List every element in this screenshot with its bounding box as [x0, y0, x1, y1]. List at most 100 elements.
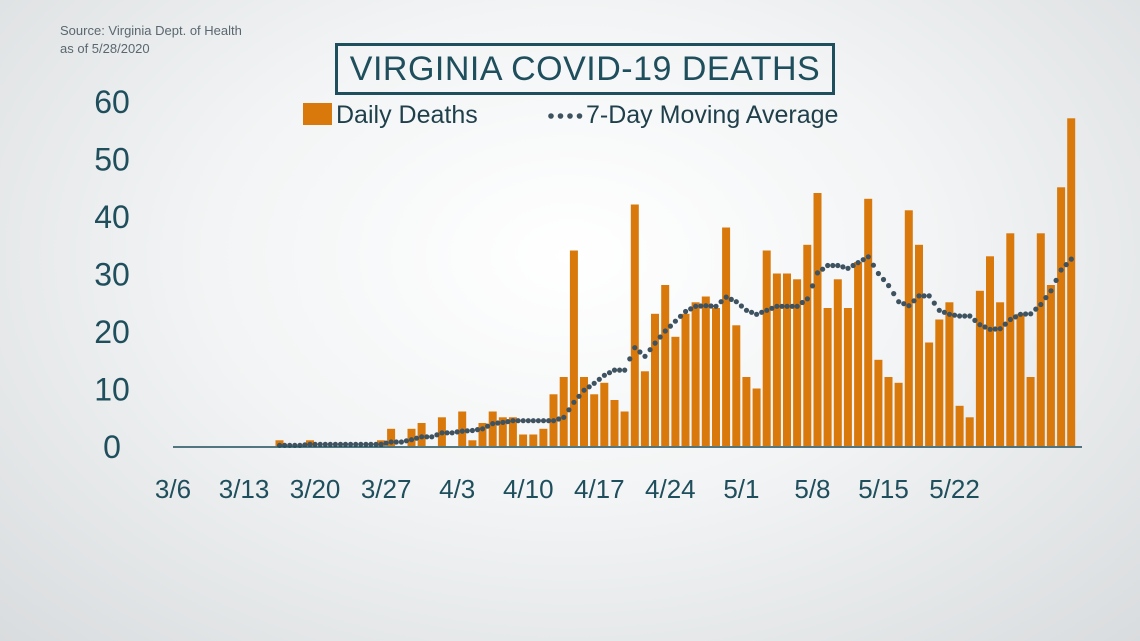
daily-deaths-bar: [387, 428, 396, 447]
chart-title: VIRGINIA COVID-19 DEATHS: [335, 43, 835, 95]
moving-average-dot: [870, 262, 877, 268]
daily-deaths-bar: [996, 302, 1005, 447]
y-tick-label: 20: [94, 314, 130, 350]
moving-average-dot: [480, 426, 486, 432]
daily-deaths-bar: [1036, 233, 1045, 447]
x-tick-label: 4/17: [574, 474, 625, 504]
daily-deaths-bar: [935, 319, 944, 446]
daily-deaths-bar: [671, 336, 680, 447]
moving-average-dot: [525, 418, 531, 424]
moving-average-dot: [561, 414, 567, 420]
as-of-date: as of 5/28/2020: [60, 41, 150, 56]
moving-average-dot: [957, 313, 963, 319]
moving-average-dot: [1033, 306, 1039, 312]
daily-deaths-bar: [1016, 313, 1025, 447]
moving-average-dot: [408, 437, 415, 443]
daily-deaths-bar: [1067, 118, 1076, 447]
daily-deaths-bar: [732, 325, 741, 447]
y-tick-label: 40: [94, 199, 130, 235]
daily-deaths-bar: [813, 193, 822, 446]
moving-average-dot: [820, 266, 826, 272]
legend-swatch-moving-average: [548, 113, 583, 119]
daily-deaths-bar: [661, 285, 670, 446]
daily-deaths-bar: [630, 204, 639, 446]
moving-average-dot: [688, 306, 694, 312]
moving-average-dot: [774, 303, 780, 309]
daily-deaths-bar: [701, 296, 710, 446]
x-tick-label: 5/15: [858, 474, 909, 504]
moving-average-dot: [556, 416, 562, 422]
moving-average-dot: [657, 334, 663, 340]
moving-average-dot: [901, 301, 907, 307]
moving-average-dot: [946, 311, 953, 317]
moving-average-dot: [825, 262, 831, 269]
moving-average-dot: [622, 367, 628, 373]
moving-average-dot: [830, 262, 836, 269]
moving-average-dot: [789, 303, 795, 309]
moving-average-dot: [586, 384, 592, 390]
moving-average-dot: [642, 353, 648, 359]
daily-deaths-bar: [823, 308, 832, 446]
moving-average-dot: [921, 293, 927, 299]
moving-average-dot: [520, 418, 526, 424]
moving-average-dot: [860, 257, 866, 263]
moving-average-dot: [941, 309, 948, 315]
x-tick-label: 3/6: [155, 474, 191, 504]
moving-average-dot: [749, 309, 755, 315]
moving-average-dot: [896, 299, 902, 305]
moving-average-dot: [886, 283, 892, 289]
x-tick-label: 3/13: [219, 474, 270, 504]
x-tick-label: 3/20: [290, 474, 341, 504]
y-axis: 0 10 20 30 40 50 60: [94, 84, 130, 465]
moving-average-dot: [1007, 316, 1014, 323]
moving-average-dot: [880, 276, 887, 283]
daily-deaths-bar: [975, 290, 984, 447]
moving-average-dot: [1048, 288, 1054, 294]
moving-average-dot: [738, 303, 745, 309]
moving-average-dot: [647, 347, 653, 353]
moving-average-dots: [277, 254, 1074, 448]
moving-average-dot: [373, 441, 379, 447]
moving-average-dot: [403, 438, 409, 444]
moving-average-dot: [566, 407, 572, 413]
daily-deaths-bar: [915, 244, 923, 447]
moving-average-dot: [977, 322, 983, 328]
moving-average-dot: [515, 418, 521, 424]
daily-deaths-bar: [874, 359, 883, 447]
moving-average-dot: [449, 430, 455, 436]
moving-average-dot: [363, 441, 369, 447]
moving-average-dot: [926, 293, 932, 299]
daily-deaths-bar: [722, 227, 731, 446]
moving-average-dot: [779, 303, 785, 309]
legend-label-daily-deaths: Daily Deaths: [336, 101, 478, 129]
moving-average-dot: [388, 439, 394, 445]
moving-average-dot: [794, 303, 800, 309]
moving-average-dot: [992, 326, 998, 332]
daily-deaths-bar: [691, 302, 700, 447]
daily-deaths-bar: [529, 434, 538, 446]
moving-average-dot: [469, 427, 475, 434]
moving-average-dot: [601, 372, 608, 378]
moving-average-dot: [693, 303, 699, 309]
moving-average-dot: [1028, 311, 1034, 317]
moving-average-dot: [358, 441, 364, 447]
daily-deaths-bar: [752, 388, 761, 446]
daily-deaths-bar: [864, 198, 873, 447]
moving-average-dot: [845, 265, 851, 271]
x-axis: 3/6 3/13 3/20 3/27 4/3 4/10 4/17 4/24 5/1 5/8 5/15…: [155, 474, 980, 504]
daily-deaths-bar: [1057, 187, 1066, 447]
daily-deaths-bar: [488, 411, 497, 446]
legend-dot: [576, 113, 583, 119]
moving-average-dot: [906, 303, 912, 309]
moving-average-dot: [596, 376, 602, 382]
moving-average-dot: [307, 441, 313, 447]
daily-deaths-bar: [772, 273, 781, 446]
moving-average-dot: [683, 308, 689, 315]
y-tick-label: 10: [94, 372, 130, 408]
moving-average-dot: [677, 313, 684, 319]
daily-deaths-bar: [580, 377, 588, 446]
moving-average-dot: [743, 307, 750, 313]
moving-average-dot: [764, 307, 770, 313]
daily-deaths-bar: [833, 279, 842, 447]
daily-deaths-bar: [793, 279, 802, 447]
